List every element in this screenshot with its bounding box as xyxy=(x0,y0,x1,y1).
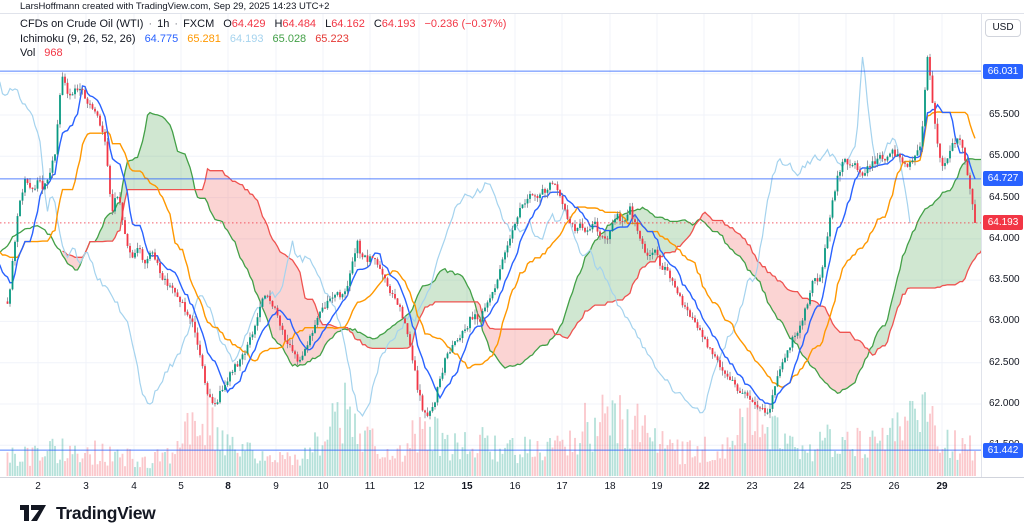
currency-button[interactable]: USD xyxy=(985,19,1021,37)
low-letter: L xyxy=(325,18,332,30)
price-badge-64.193: 64.193 xyxy=(983,215,1023,231)
time-axis[interactable]: 2 3 4 5 8 9 10 11 12 15 16 17 18 19 22 23 24 25 26 29 xyxy=(0,477,1024,497)
price-tick-label: 63.500 xyxy=(989,274,1020,286)
chart-legend: CFDs on Crude Oil (WTI) · 1h · FXCM O64.429 H6… xyxy=(20,17,506,61)
symbol-title[interactable]: CFDs on Crude Oil (WTI) xyxy=(20,18,144,30)
time-tick-label: 17 xyxy=(556,481,568,492)
chikou-line xyxy=(0,56,911,418)
price-tick-label: 62.500 xyxy=(989,356,1020,368)
time-tick-label: 22 xyxy=(698,481,710,492)
price-tick-label: 65.000 xyxy=(989,150,1020,162)
open-value: 64.429 xyxy=(231,18,266,30)
price-tick-label: 64.500 xyxy=(989,191,1020,203)
time-tick-label: 24 xyxy=(793,481,805,492)
indicator-title[interactable]: Ichimoku (9, 26, 52, 26) xyxy=(20,32,136,45)
senkou-b-line xyxy=(62,167,982,356)
time-tick-label: 23 xyxy=(746,481,758,492)
tenkan-line xyxy=(0,85,976,405)
senkou-b-value: 65.223 xyxy=(315,32,349,45)
time-tick-label: 16 xyxy=(509,481,521,492)
attribution-text: LarsHoffmann created with TradingView.co… xyxy=(0,0,1024,14)
close-value: 64.193 xyxy=(381,18,416,30)
price-badge-61.442: 61.442 xyxy=(983,442,1023,458)
volume-row: Vol 968 xyxy=(20,46,506,61)
high-value: 64.484 xyxy=(282,18,317,30)
time-tick-label: 4 xyxy=(131,481,137,492)
low-value: 64.162 xyxy=(331,18,365,30)
candlesticks xyxy=(6,53,976,420)
kijun-value: 65.281 xyxy=(187,32,221,45)
ichimoku-row: Ichimoku (9, 26, 52, 26) 64.775 65.281 64.1… xyxy=(20,32,506,47)
plot-region xyxy=(0,14,982,477)
time-tick-label: 29 xyxy=(936,481,948,492)
price-tick-label: 62.000 xyxy=(989,397,1020,409)
volume-label[interactable]: Vol xyxy=(20,47,36,59)
tradingview-icon xyxy=(20,505,46,521)
tenkan-value: 64.775 xyxy=(144,32,179,45)
volume-bars xyxy=(6,382,976,476)
chart-area: CFDs on Crude Oil (WTI) · 1h · FXCM O64.429 H6… xyxy=(0,14,1024,497)
time-tick-label: 11 xyxy=(364,481,376,492)
ichimoku-cloud xyxy=(62,112,982,394)
price-axis[interactable]: USD 66.031 64.727 64.193 61.442 65.500 65.000… xyxy=(981,14,1024,477)
price-tick-label: 65.500 xyxy=(989,109,1020,120)
price-badge-66.031: 66.031 xyxy=(983,63,1023,79)
brand-name: TradingView xyxy=(56,502,156,523)
chikou-value: 64.193 xyxy=(229,32,264,45)
symbol-row: CFDs on Crude Oil (WTI) · 1h · FXCM O64.429 H6… xyxy=(20,17,506,32)
time-tick-label: 15 xyxy=(461,481,473,492)
time-tick-label: 2 xyxy=(35,481,41,492)
senkou-a-line xyxy=(0,111,982,395)
price-tick-label: 64.000 xyxy=(989,232,1020,244)
time-tick-label: 5 xyxy=(178,481,184,492)
time-tick-label: 8 xyxy=(225,481,231,492)
close-letter: C xyxy=(373,18,382,30)
time-tick-label: 9 xyxy=(273,481,279,492)
volume-value: 968 xyxy=(44,47,63,59)
chart-canvas[interactable] xyxy=(0,14,1024,497)
tradingview-logo-link[interactable]: TradingView xyxy=(18,502,156,524)
senkou-a-value: 65.028 xyxy=(272,32,307,45)
separator-dot: · xyxy=(148,18,153,30)
interval-label[interactable]: 1h xyxy=(157,18,170,30)
time-tick-label: 19 xyxy=(651,481,663,492)
separator-dot: · xyxy=(174,18,179,30)
change-value: −0.236 (−0.37%) xyxy=(424,18,507,30)
open-letter: O xyxy=(223,18,232,30)
kijun-line xyxy=(0,111,976,389)
time-tick-label: 18 xyxy=(604,481,616,492)
price-badge-64.727: 64.727 xyxy=(983,171,1023,187)
time-tick-label: 12 xyxy=(413,481,425,492)
gridlines xyxy=(0,14,982,477)
time-tick-label: 26 xyxy=(888,481,900,492)
price-tick-label: 63.000 xyxy=(989,315,1020,327)
time-tick-label: 25 xyxy=(840,481,852,492)
high-letter: H xyxy=(274,18,283,30)
exchange-label[interactable]: FXCM xyxy=(183,18,215,30)
time-tick-label: 10 xyxy=(317,481,329,492)
footer: TradingView xyxy=(0,497,1024,532)
time-tick-label: 3 xyxy=(83,481,89,492)
